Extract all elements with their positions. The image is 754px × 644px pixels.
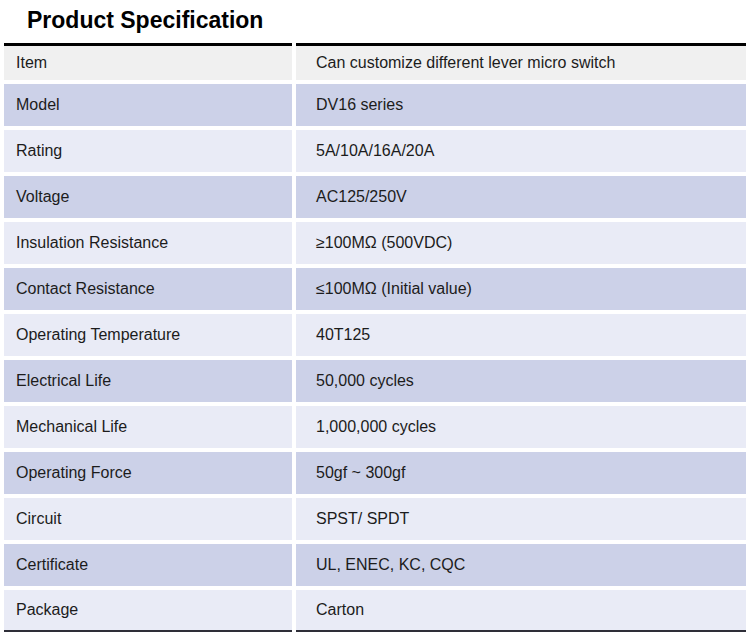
table-row: Mechanical Life 1,000,000 cycles xyxy=(4,406,746,448)
spec-table: Item Can customize different lever micro… xyxy=(0,39,750,636)
row-label-cell: Operating Force xyxy=(4,452,292,494)
row-value-cell: 5A/10A/16A/20A xyxy=(296,130,746,172)
table-row: Certificate UL, ENEC, KC, CQC xyxy=(4,544,746,586)
table-row: Rating 5A/10A/16A/20A xyxy=(4,130,746,172)
row-label-cell: Model xyxy=(4,84,292,126)
table-row: Insulation Resistance ≥100MΩ (500VDC) xyxy=(4,222,746,264)
table-row: Circuit SPST/ SPDT xyxy=(4,498,746,540)
row-label-cell: Contact Resistance xyxy=(4,268,292,310)
product-specification-page: Product Specification Item Can customize… xyxy=(0,0,754,644)
header-value-cell: Can customize different lever micro swit… xyxy=(296,43,746,80)
row-label-cell: Certificate xyxy=(4,544,292,586)
row-value-cell: 50,000 cycles xyxy=(296,360,746,402)
table-row: Voltage AC125/250V xyxy=(4,176,746,218)
row-label-cell: Mechanical Life xyxy=(4,406,292,448)
row-value-cell: 50gf ~ 300gf xyxy=(296,452,746,494)
table-row: Operating Temperature 40T125 xyxy=(4,314,746,356)
row-value-cell: DV16 series xyxy=(296,84,746,126)
row-label-cell: Voltage xyxy=(4,176,292,218)
header-row: Item Can customize different lever micro… xyxy=(4,43,746,80)
table-row: Package Carton xyxy=(4,590,746,632)
header-item-cell: Item xyxy=(4,43,292,80)
row-value-cell: 40T125 xyxy=(296,314,746,356)
row-value-cell: AC125/250V xyxy=(296,176,746,218)
row-label-cell: Circuit xyxy=(4,498,292,540)
row-value-cell: Carton xyxy=(296,590,746,632)
row-value-cell: UL, ENEC, KC, CQC xyxy=(296,544,746,586)
row-label-cell: Rating xyxy=(4,130,292,172)
table-row: Operating Force 50gf ~ 300gf xyxy=(4,452,746,494)
row-label-cell: Operating Temperature xyxy=(4,314,292,356)
page-title: Product Specification xyxy=(0,0,754,39)
table-row: Model DV16 series xyxy=(4,84,746,126)
row-label-cell: Electrical Life xyxy=(4,360,292,402)
row-value-cell: ≥100MΩ (500VDC) xyxy=(296,222,746,264)
row-value-cell: ≤100MΩ (Initial value) xyxy=(296,268,746,310)
row-value-cell: SPST/ SPDT xyxy=(296,498,746,540)
row-value-cell: 1,000,000 cycles xyxy=(296,406,746,448)
table-row: Contact Resistance ≤100MΩ (Initial value… xyxy=(4,268,746,310)
row-label-cell: Package xyxy=(4,590,292,632)
table-row: Electrical Life 50,000 cycles xyxy=(4,360,746,402)
row-label-cell: Insulation Resistance xyxy=(4,222,292,264)
